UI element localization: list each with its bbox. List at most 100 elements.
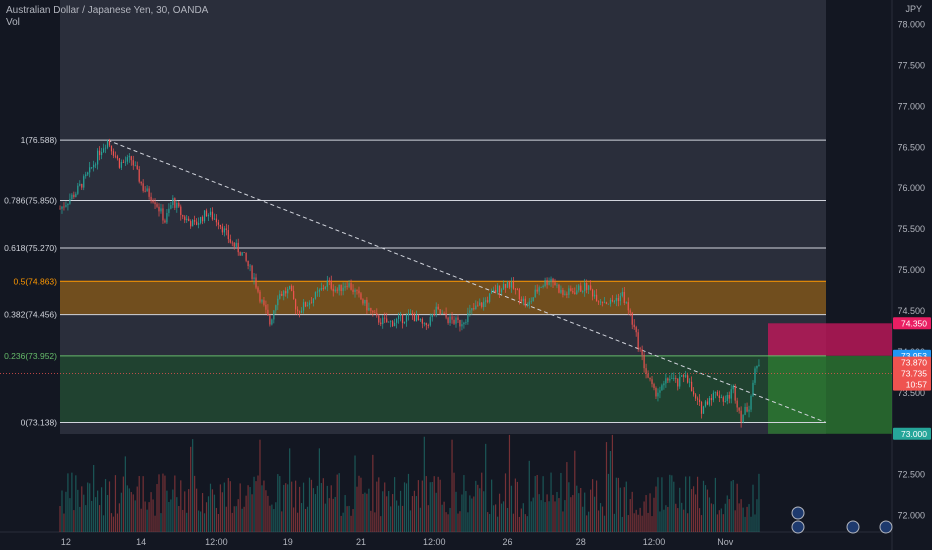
volume-bar [653,497,655,532]
candle-body [714,391,716,393]
candle-body [483,301,485,307]
volume-bar [530,501,532,532]
volume-bar [673,481,675,532]
target-zone[interactable] [768,355,892,434]
event-flag-icon[interactable] [791,520,805,534]
volume-bar [720,508,722,532]
volume-bar [663,509,665,532]
volume-bar [415,496,417,532]
volume-bar [261,485,263,532]
candle-body [584,282,586,292]
x-tick: 19 [283,537,293,547]
volume-bar [396,500,398,532]
candle-body [221,226,223,233]
candle-body [413,314,416,322]
volume-bar [316,485,318,532]
volume-bar [752,484,754,532]
stop-zone[interactable] [768,323,892,356]
volume-bar [635,509,637,532]
volume-bar [594,496,596,532]
candle-body [679,376,681,387]
candle-body [251,265,253,279]
candle-body [536,289,538,292]
candle-body [180,206,182,216]
volume-bar [95,497,97,532]
candle-body [205,210,208,217]
candle-body [512,281,515,289]
candle-body [649,377,651,380]
candle-body [433,314,435,316]
candle-body [237,242,239,253]
candle-body [158,206,160,212]
candle-body [233,242,235,247]
candle-body [350,283,352,290]
trend-line-dashed[interactable] [107,139,827,423]
candle-body [485,300,487,302]
volume-bar [180,480,182,532]
candle-body [330,280,332,289]
candle-body [522,298,524,302]
candle-body [184,216,186,221]
volume-bar [675,503,677,532]
time-axis: 12 14 12:00 19 21 12:00 26 28 12:00 Nov [61,537,734,547]
volume-bar [401,505,404,532]
candle-body [754,368,756,383]
volume-bar [172,489,174,532]
volume-bar [93,464,95,532]
candle-body [637,332,639,349]
candle-body [65,205,67,207]
candle-body [130,156,132,161]
candle-body [590,285,592,290]
volume-bar [283,484,285,532]
candle-body [293,290,295,300]
volume-bar [174,475,176,532]
candle-body [574,292,576,295]
candle-body [693,391,695,395]
x-tick: 12:00 [205,537,228,547]
y-tick: 76.000 [897,183,925,193]
currency-label[interactable]: JPY [905,4,922,14]
candle-body [540,286,542,288]
volume-bar [67,473,69,532]
candle-body [279,293,281,299]
candle-body [443,313,445,314]
candle-body [740,410,742,423]
candle-body [346,286,348,287]
candle-body [104,147,107,149]
volume-bar [649,493,651,532]
volume-bar [338,473,340,532]
event-flag-icon[interactable] [791,506,805,520]
event-flag-icon[interactable] [846,520,860,534]
event-flag-icon[interactable] [879,520,893,534]
candle-body [154,202,156,205]
volume-bar [253,476,255,532]
candle-body [706,401,709,405]
candle-body [194,220,196,222]
volume-bar [736,483,738,532]
candle-body [358,290,360,294]
candle-body [704,401,707,407]
volume-bar [609,450,612,532]
candle-body [520,299,522,302]
candle-body [110,145,113,152]
candle-body [370,307,372,311]
candle-body [611,299,614,302]
volume-bar [73,510,75,532]
volume-bar [506,507,509,532]
volume-bars [59,434,760,532]
candle-body [700,402,703,414]
candle-body [77,185,79,194]
price-tag-text: 73.953 [901,351,927,361]
candle-body [172,198,174,206]
volume-bar [461,494,463,532]
volume-bar [704,485,707,532]
candle-body [275,305,277,311]
candle-body [514,288,516,290]
volume-bar [493,505,495,532]
volume-bar [247,485,249,532]
volume-bar [419,507,421,532]
candle-body [552,278,554,283]
volume-bar [245,495,247,532]
volume-bar [114,475,117,532]
